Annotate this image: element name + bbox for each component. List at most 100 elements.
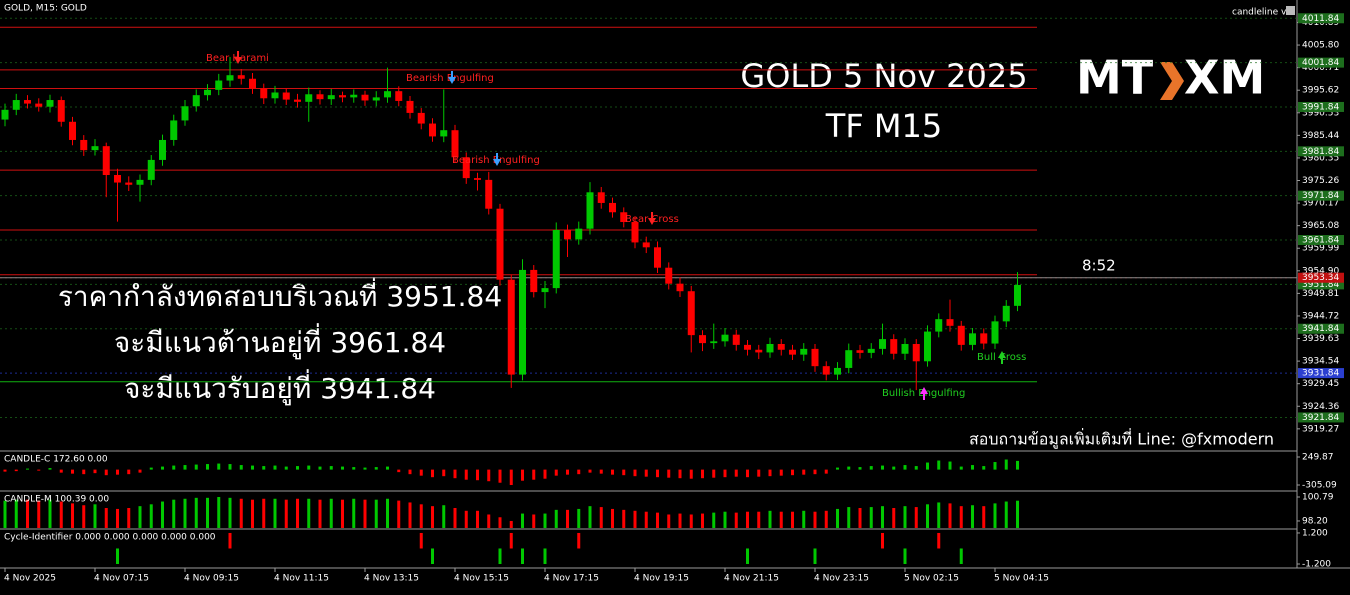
price-label-box (1298, 412, 1344, 423)
y-tick-label: 3939.63 (1302, 334, 1339, 344)
candle-body (429, 123, 436, 137)
indicator-bar (374, 467, 378, 470)
indicator-bar (431, 548, 434, 564)
indicator-bar (543, 513, 547, 528)
candle-body (192, 95, 200, 107)
candle-body (575, 228, 583, 240)
indicator-bar (1016, 500, 1019, 528)
indicator-bar (948, 461, 952, 470)
indicator-bar (903, 465, 907, 470)
indicator-bar (746, 511, 749, 528)
indicator-bar (791, 511, 794, 528)
indicator-badge: candleline v7 (1232, 8, 1292, 18)
price-label: 3951.84 (1302, 280, 1339, 290)
y-tick-label: 3949.81 (1302, 289, 1339, 299)
indicator-bar (307, 465, 311, 470)
logo-xm: XM (1184, 51, 1265, 105)
indicator-bar (206, 497, 209, 528)
indicator-bar (566, 469, 569, 475)
indicator-bar (599, 469, 603, 474)
candle-body (46, 100, 54, 107)
y-tick-label: 1.200 (1302, 528, 1328, 538)
x-tick-label: 4 Nov 09:15 (184, 574, 239, 584)
price-label-box (1298, 323, 1344, 334)
indicator-bar (577, 508, 581, 528)
indicator-bar (442, 469, 446, 477)
indicator-bar (611, 508, 614, 528)
indicator-bar (71, 469, 74, 474)
y-tick-label: 3924.36 (1302, 402, 1339, 412)
candle-body (147, 159, 155, 180)
indicator-bar (689, 469, 693, 479)
price-label: 3961.84 (1302, 236, 1339, 246)
indicator-bar (903, 506, 907, 528)
y-tick-label: 3944.72 (1302, 311, 1339, 321)
candle-body (744, 344, 751, 350)
x-tick-label: 4 Nov 17:15 (544, 574, 599, 584)
indicator-bar (71, 503, 74, 528)
candle-body (856, 350, 864, 353)
indicator-bar (1004, 501, 1008, 528)
indicator-bar (284, 499, 288, 528)
y-tick-label: 3965.08 (1302, 221, 1339, 231)
candle-body (980, 333, 988, 344)
indicator-bar (532, 514, 536, 528)
indicator-bar (116, 469, 119, 475)
candle-body (507, 279, 515, 375)
price-label-box (1298, 13, 1344, 24)
indicator-bar (746, 469, 749, 478)
indicator-bar (59, 469, 63, 473)
pattern-arrow (448, 77, 456, 84)
candle-body (406, 100, 414, 113)
indicator-bar (476, 469, 479, 481)
y-tick-label: 3980.35 (1302, 153, 1339, 163)
candle-body (485, 179, 493, 209)
indicator-bar (824, 469, 828, 474)
indicator-bar (667, 514, 671, 528)
indicator-bar (217, 496, 221, 528)
indicator-bar (836, 508, 839, 528)
indicator-bar (633, 510, 637, 528)
price-label: 3931.84 (1302, 369, 1339, 379)
candle-body (721, 334, 729, 342)
candle-body (114, 175, 121, 183)
price-label: 3971.84 (1302, 191, 1339, 201)
y-tick-label: 3990.53 (1302, 108, 1339, 118)
y-tick-label: 4005.80 (1302, 41, 1339, 51)
indicator-bar (599, 507, 603, 528)
indicator-title: CANDLE-M 100.39 0.00 (4, 495, 109, 505)
candle-body (822, 366, 830, 375)
candle-body (665, 267, 673, 284)
candle-body (564, 230, 571, 240)
indicator-bar (374, 499, 378, 528)
candle-body (350, 94, 358, 98)
indicator-bar (228, 532, 232, 549)
candle-body (440, 130, 448, 137)
indicator-bar (746, 548, 749, 564)
candle-body (552, 230, 560, 289)
indicator-bar (183, 498, 187, 528)
candle-body (845, 350, 853, 368)
pattern-arrow (998, 351, 1006, 358)
indicator-bar (341, 466, 344, 470)
indicator-bar (791, 469, 794, 476)
price-label-box (1298, 272, 1344, 283)
symbol-header: GOLD, M15: GOLD (4, 4, 87, 14)
indicator-bar (498, 517, 502, 528)
x-tick-label: 4 Nov 07:15 (94, 574, 149, 584)
candle-body (451, 130, 459, 158)
indicator-bar (14, 499, 18, 528)
candle-body (249, 78, 256, 89)
candle-body (339, 95, 346, 98)
price-label-box (1298, 368, 1344, 379)
y-tick-label: 3959.99 (1302, 244, 1339, 254)
candle-body (215, 80, 223, 90)
indicator-bar (3, 469, 7, 472)
candle-body (159, 139, 166, 160)
indicator-bar (419, 532, 423, 549)
candle-body (102, 146, 110, 176)
indicator-bar (161, 466, 164, 470)
indicator-bar (768, 469, 772, 477)
